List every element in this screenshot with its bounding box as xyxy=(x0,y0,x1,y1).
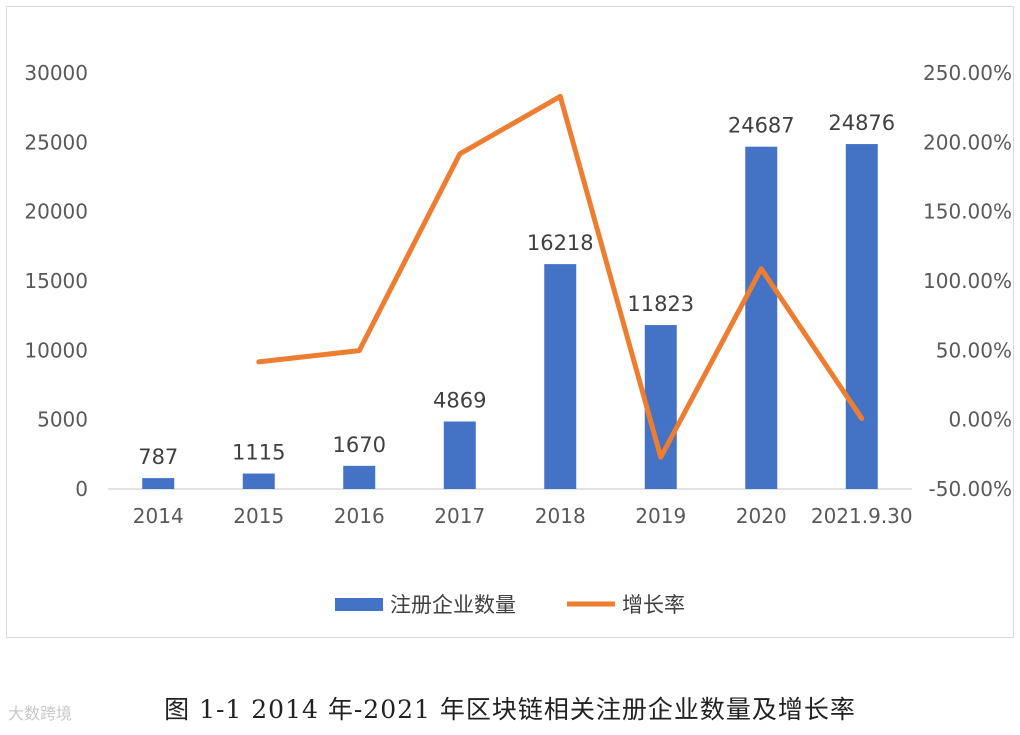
legend-bar-swatch xyxy=(335,598,383,611)
line-series xyxy=(256,93,865,460)
x-tick-label: 2020 xyxy=(736,504,787,528)
bar-data-label: 1115 xyxy=(232,441,285,465)
y-left-tick-label: 5000 xyxy=(37,408,88,432)
x-tick-label: 2014 xyxy=(133,504,184,528)
y-right-tick-label: 50.00% xyxy=(936,338,1012,362)
x-tick-label: 2018 xyxy=(535,504,586,528)
legend-bar-label: 注册企业数量 xyxy=(390,593,516,617)
x-tick-label: 2015 xyxy=(233,504,284,528)
bar-data-label: 16218 xyxy=(527,231,594,255)
x-tick-label: 2021.9.30 xyxy=(811,504,913,528)
y-right-tick-label: 150.00% xyxy=(923,200,1012,224)
bar-data-label: 24876 xyxy=(828,111,895,135)
bar-data-label: 24687 xyxy=(728,114,795,138)
bar-data-labels: 787 1115 1670 4869 16218 11823 24687 24876 xyxy=(138,111,895,469)
bar-data-label: 11823 xyxy=(627,292,694,316)
bar-series xyxy=(142,144,878,490)
chart: 0 5000 10000 15000 20000 25000 30000 -50.00% 0.… xyxy=(24,61,1012,617)
bar xyxy=(544,264,577,489)
y-right-tick-label: 0.00% xyxy=(948,408,1012,432)
left-axis-ticks: 0 5000 10000 15000 20000 25000 30000 xyxy=(24,61,88,501)
x-tick-label: 2017 xyxy=(434,504,485,528)
y-left-tick-label: 25000 xyxy=(24,130,88,154)
bar-data-label: 1670 xyxy=(333,433,386,457)
y-left-tick-label: 15000 xyxy=(24,269,88,293)
y-left-tick-label: 20000 xyxy=(24,200,88,224)
bar xyxy=(343,465,376,489)
bar xyxy=(644,325,677,489)
bar xyxy=(242,473,275,489)
bar xyxy=(443,421,476,489)
x-tick-label: 2016 xyxy=(334,504,385,528)
bar-data-label: 787 xyxy=(138,445,178,469)
bar-data-label: 4869 xyxy=(433,388,486,412)
chart-frame xyxy=(6,6,1014,638)
y-right-tick-label: 100.00% xyxy=(923,269,1012,293)
y-left-tick-label: 30000 xyxy=(24,61,88,85)
x-axis-ticks: 2014 2015 2016 2017 2018 2019 2020 2021.9.30 xyxy=(133,504,913,528)
right-axis-ticks: -50.00% 0.00% 50.00% 100.00% 150.00% 200.00% 2… xyxy=(923,61,1012,501)
bar xyxy=(745,146,778,490)
y-right-tick-label: -50.00% xyxy=(929,477,1012,501)
y-right-tick-label: 200.00% xyxy=(923,130,1012,154)
y-left-tick-label: 0 xyxy=(75,477,88,501)
y-left-tick-label: 10000 xyxy=(24,338,88,362)
bar xyxy=(845,144,878,489)
legend: 注册企业数量 增长率 xyxy=(335,593,685,617)
legend-line-label: 增长率 xyxy=(622,593,685,617)
x-tick-label: 2019 xyxy=(635,504,686,528)
y-right-tick-label: 250.00% xyxy=(923,61,1012,85)
figure-caption: 图 1-1 2014 年-2021 年区块链相关注册企业数量及增长率 xyxy=(164,695,856,724)
watermark: 大数跨境 xyxy=(8,704,73,723)
bar xyxy=(142,478,175,489)
